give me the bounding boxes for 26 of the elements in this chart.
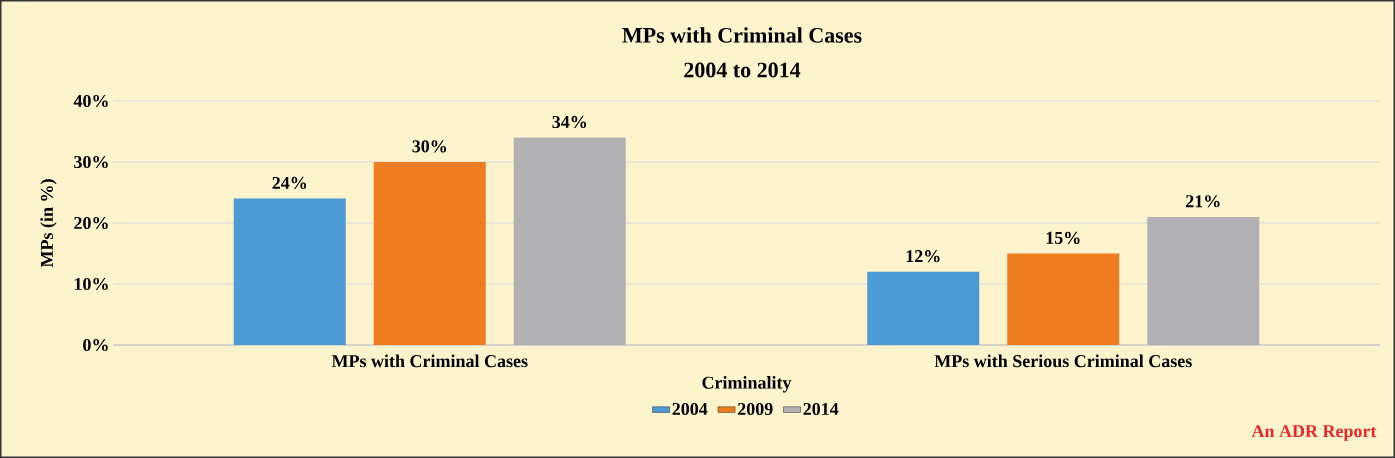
bar [1147, 216, 1260, 345]
data-label: 30% [412, 140, 447, 153]
y-tick-label: 20% [74, 216, 108, 230]
y-tick-label: 40% [73, 94, 108, 108]
x-tick-label: MPs with Serious Criminal Cases [934, 354, 1192, 368]
bar [867, 271, 980, 345]
legend-label: 2014 [803, 402, 839, 416]
bar [233, 198, 346, 345]
y-tick-label: 0% [83, 338, 108, 352]
chart-title: MPs with Criminal Cases [622, 27, 862, 43]
bar [373, 162, 486, 345]
chart-subtitle: 2004 to 2014 [684, 62, 801, 78]
data-label: 15% [1046, 231, 1080, 244]
data-label: 21% [1186, 195, 1220, 208]
bar [513, 137, 626, 345]
legend-label: 2004 [672, 402, 708, 416]
x-axis-title: Criminality [702, 376, 792, 393]
data-label: 12% [906, 250, 940, 263]
y-axis-title: MPs (in %) [40, 179, 57, 268]
y-tick-label: 10% [74, 277, 108, 291]
bar [1007, 253, 1120, 345]
data-label: 24% [272, 176, 307, 190]
data-label: 34% [552, 115, 587, 129]
y-tick-label: 30% [74, 155, 108, 169]
legend-label: 2009 [737, 402, 773, 416]
text: An ADR Report [1251, 425, 1377, 441]
